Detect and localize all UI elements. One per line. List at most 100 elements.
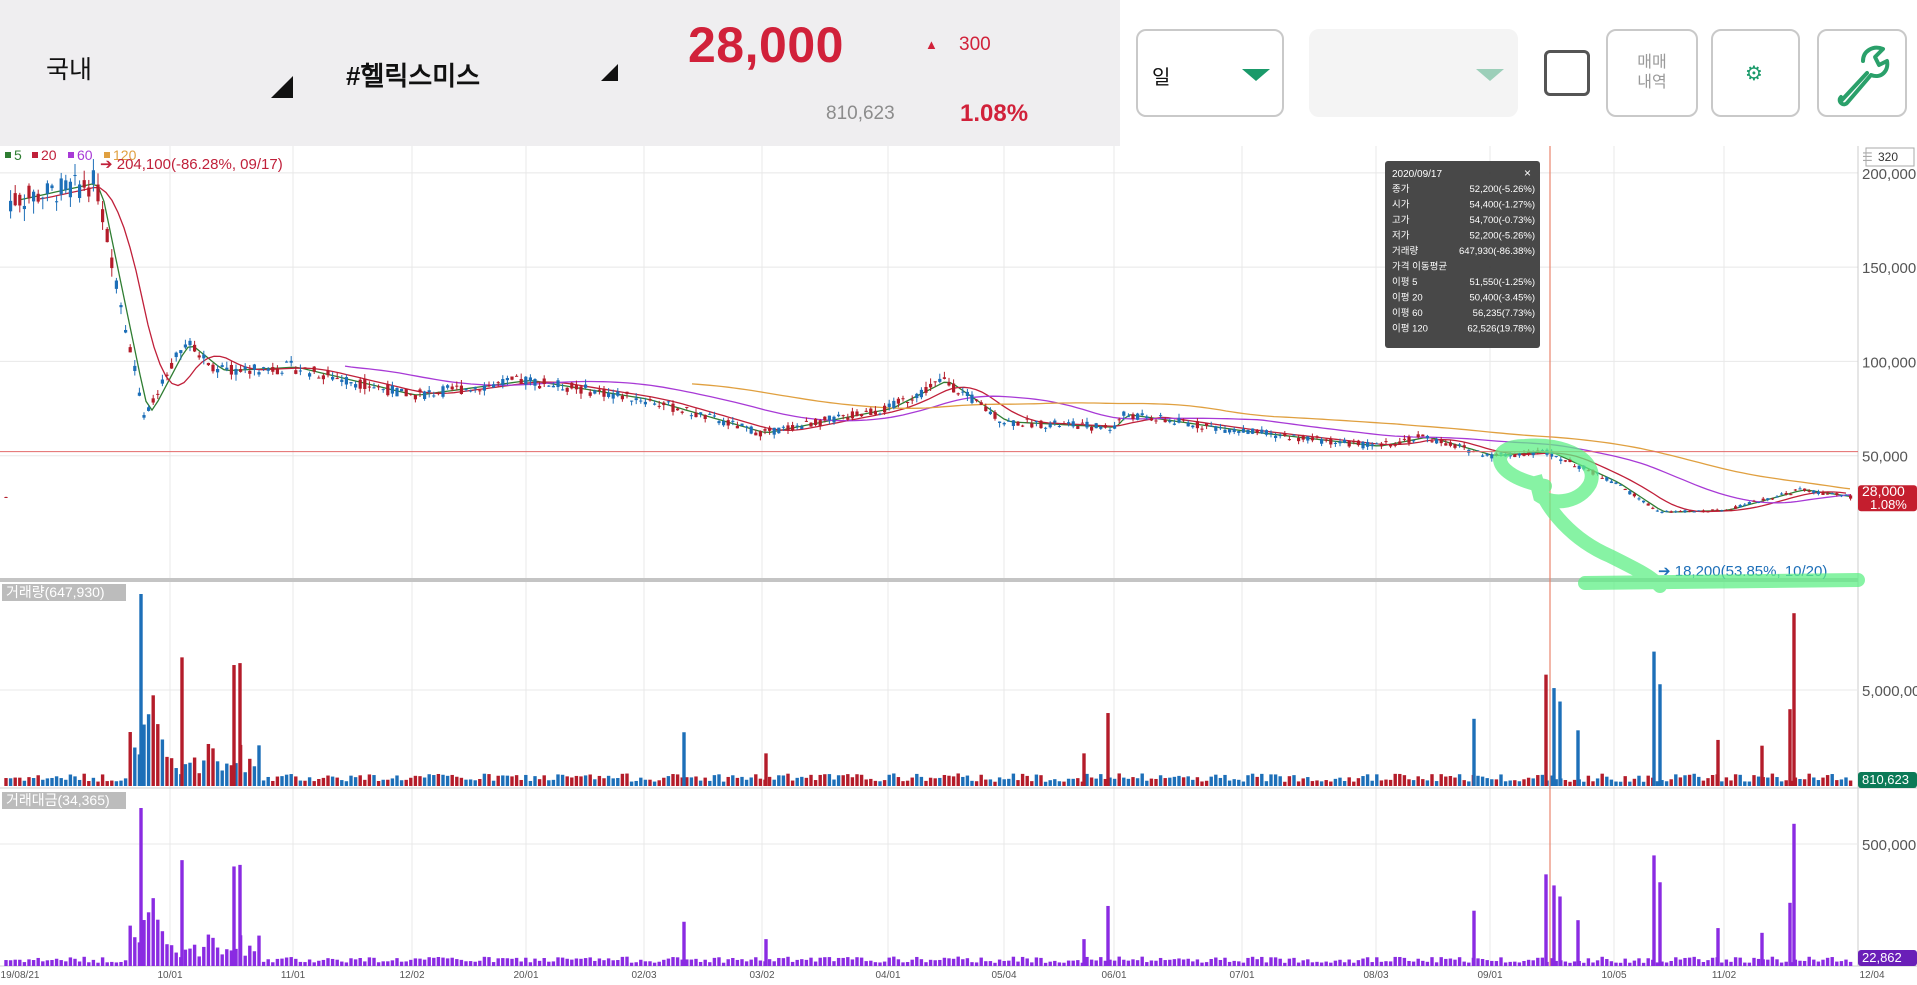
candle-body (1278, 435, 1282, 437)
candle-body (78, 184, 82, 199)
candle-body (1223, 429, 1227, 433)
candle-body (630, 400, 634, 402)
market-select[interactable]: 국내 (46, 56, 93, 84)
trading-value-bar (18, 959, 22, 966)
candle-body (22, 205, 26, 210)
volume-bar (717, 774, 721, 786)
volume-bar (1200, 781, 1204, 786)
stock-dropdown-icon[interactable] (601, 64, 618, 81)
volume-bar (1089, 777, 1094, 786)
volume-bar (284, 774, 289, 786)
volume-bar (1802, 779, 1807, 786)
candle-body (206, 362, 210, 366)
volume-bar (1576, 730, 1580, 786)
trading-value-bar (790, 961, 795, 966)
candle-body (1067, 422, 1071, 424)
trading-value-bar (73, 958, 77, 966)
trading-value-bar (1839, 961, 1844, 966)
trading-value-bar (988, 961, 993, 966)
trading-value-bar (933, 960, 937, 966)
option-checkbox[interactable] (1544, 50, 1590, 96)
tooltip-key: 저가 (1392, 231, 1410, 242)
candle-body (41, 197, 45, 199)
trading-value-bar (804, 959, 809, 966)
trading-value-bar (859, 957, 864, 966)
candle-body (1609, 481, 1613, 484)
candle-body (547, 385, 551, 387)
candle-body (179, 350, 183, 354)
volume-bar (1848, 780, 1853, 786)
trading-value-bar (22, 962, 27, 966)
trading-value-bar (487, 957, 491, 966)
settings-button[interactable]: ⚙ (1711, 29, 1800, 117)
volume-bar (1531, 778, 1535, 786)
tools-button[interactable] (1817, 29, 1907, 117)
trading-value-bar (156, 919, 160, 966)
volume-bar (1508, 780, 1512, 786)
volume-bar (464, 779, 468, 786)
trade-history-button[interactable]: 매매 내역 (1606, 29, 1698, 117)
trading-value-bar (1517, 962, 1522, 966)
trading-value-bar (942, 957, 947, 966)
trading-value-bar (1844, 959, 1848, 966)
volume-bar (767, 776, 772, 786)
trading-value-bar (1444, 958, 1448, 966)
highlight-circle (1493, 438, 1667, 593)
candle-body (1577, 465, 1581, 469)
candle-body (377, 386, 381, 388)
trading-value-bar (275, 958, 280, 966)
indicator-select[interactable] (1309, 29, 1518, 117)
volume-bar (1660, 780, 1664, 786)
volume-bar (988, 779, 993, 786)
volume-bar (261, 780, 266, 786)
price-chart[interactable]: 19/08/21 10/01 11/01 12/02 20/01 02/03 03/02 04… (0, 146, 1917, 985)
volume-bar (1301, 778, 1305, 786)
trading-value-bar (1623, 958, 1627, 966)
candle-body (979, 402, 983, 405)
candle-body (1803, 488, 1807, 491)
volume-bar (777, 775, 781, 786)
candle-body (804, 420, 808, 422)
candle-body (1697, 510, 1701, 512)
trading-value-bar (970, 962, 974, 966)
trading-value-bar (1821, 959, 1825, 966)
volume-bar (1053, 779, 1057, 786)
volume-bar (781, 775, 786, 786)
trading-value-bar (1388, 961, 1393, 966)
trading-value-bar (910, 959, 914, 966)
candle-body (409, 393, 413, 395)
trading-value-bar (413, 958, 418, 966)
trading-value-bar (395, 958, 399, 966)
trading-value-bar (574, 958, 579, 966)
candle-body (1660, 511, 1664, 513)
stock-name-select[interactable]: #헬릭스미스 (346, 61, 481, 91)
candle-body (519, 378, 523, 384)
candle-body (588, 392, 592, 396)
period-select[interactable]: 일 (1136, 29, 1284, 117)
trading-value-bar (1131, 959, 1135, 966)
candle-body (1200, 428, 1204, 430)
candle-body (717, 421, 721, 424)
candle-body (758, 431, 762, 437)
trading-value-bar (1766, 959, 1770, 966)
trading-value-bar (533, 958, 537, 966)
trading-value-bar (358, 958, 362, 966)
trading-value-bar (1710, 957, 1715, 966)
volume-bar (1710, 774, 1715, 786)
trading-value-bar (800, 959, 804, 966)
candle-body (657, 405, 661, 407)
market-dropdown-icon[interactable] (271, 76, 293, 98)
trading-value-bar (1743, 962, 1747, 966)
trading-value-bar (721, 962, 726, 966)
volume-bar (1117, 773, 1121, 786)
volume-bar (694, 776, 698, 786)
candle-body (1384, 441, 1388, 443)
volume-bar (1770, 773, 1775, 786)
volume-bar (1338, 777, 1342, 786)
trading-value-bar (1375, 957, 1379, 966)
candle-body (1789, 494, 1793, 496)
volume-bar (919, 776, 924, 786)
trading-value-bar (1591, 962, 1595, 966)
volume-bar (156, 724, 160, 786)
